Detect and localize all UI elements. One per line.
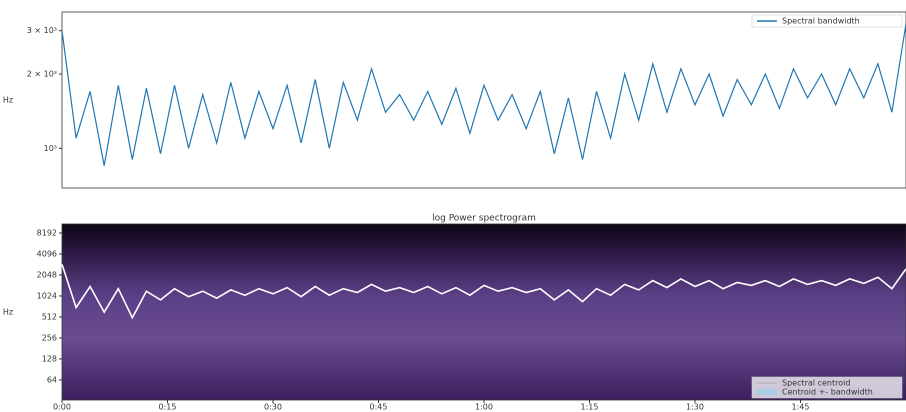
y-tick-label: 512 xyxy=(42,312,57,321)
y-tick-label: 4096 xyxy=(37,249,57,258)
y-tick-label: 3 × 10³ xyxy=(27,26,57,35)
y-tick-label: 8192 xyxy=(37,228,57,237)
axes-frame xyxy=(62,12,906,188)
y-tick-label: 2048 xyxy=(37,270,57,279)
x-tick-label: 0:30 xyxy=(264,403,282,412)
spectrogram-image xyxy=(62,224,906,400)
legend-label: Spectral bandwidth xyxy=(782,17,860,26)
y-axis-label: Hz xyxy=(3,96,13,105)
data-line xyxy=(62,24,906,166)
x-tick-label: 0:15 xyxy=(159,403,177,412)
legend-label: Spectral centroid xyxy=(782,379,850,388)
x-tick-label: 1:30 xyxy=(686,403,704,412)
y-tick-label: 256 xyxy=(42,333,57,342)
x-tick-label: 0:00 xyxy=(53,403,71,412)
x-tick-label: 0:45 xyxy=(370,403,388,412)
x-tick-label: 1:00 xyxy=(475,403,493,412)
y-tick-label: 1024 xyxy=(37,291,57,300)
y-tick-label: 10³ xyxy=(44,144,57,153)
x-tick-label: 1:45 xyxy=(792,403,810,412)
legend-swatch xyxy=(757,389,777,395)
legend-label: Centroid +- bandwidth xyxy=(782,388,873,397)
chart-title: log Power spectrogram xyxy=(432,214,536,224)
figure: Hz 10³ 2 × 10³ 3 × 10³ Spectral bandwidth log… xyxy=(0,0,906,412)
y-axis-label: Hz xyxy=(3,308,13,317)
y-tick-label: 128 xyxy=(42,354,57,363)
x-tick-label: 1:15 xyxy=(581,403,599,412)
y-tick-label: 2 × 10³ xyxy=(27,70,57,79)
y-tick-label: 64 xyxy=(47,375,57,384)
